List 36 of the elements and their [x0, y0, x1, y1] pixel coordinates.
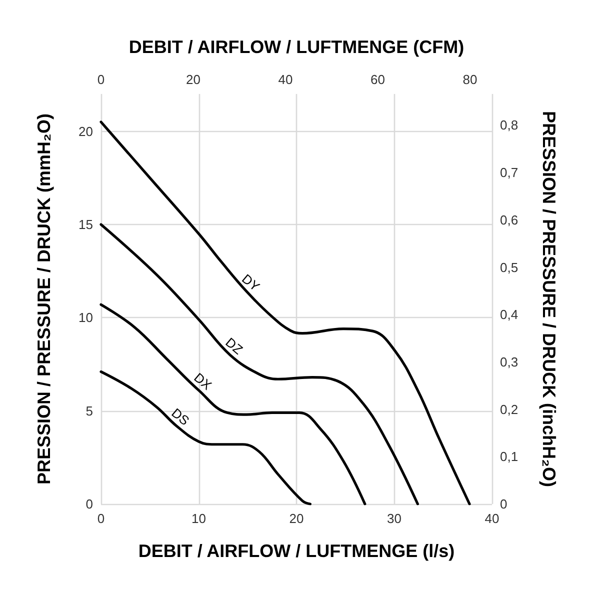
- x2-tick-label: 80: [462, 72, 478, 87]
- y2-tick-label: 0,1: [500, 449, 518, 464]
- x2-tick-label: 20: [186, 72, 200, 87]
- x2-tick-label: 60: [370, 72, 386, 87]
- x2-axis-title: DEBIT / AIRFLOW / LUFTMENGE (CFM): [128, 37, 464, 57]
- y-tick-label: 5: [86, 403, 93, 418]
- x-tick-label: 30: [387, 511, 402, 526]
- line-series: [100, 303, 366, 506]
- text: DY: [239, 271, 263, 294]
- x-axis-title: DEBIT / AIRFLOW / LUFTMENGE (l/s): [138, 541, 455, 561]
- text: DZ: [222, 334, 246, 358]
- y-tick-label: 20: [78, 124, 93, 139]
- x-tick-label: 20: [289, 511, 304, 526]
- y-tick-label: 0: [86, 496, 93, 512]
- y2-axis-title: PRESSION / PRESSURE / DRUCK (inchH₂O): [539, 110, 559, 488]
- x2-tick-label: 40: [278, 72, 293, 87]
- y-tick-label: 10: [78, 310, 93, 326]
- y2-tick-label: 0: [500, 496, 508, 512]
- line-series: [100, 223, 420, 506]
- y-axis-title: PRESSION / PRESSURE / DRUCK (mmH₂O): [34, 113, 54, 485]
- x2-tick-label: 0: [97, 72, 105, 87]
- y-tick-label: 15: [78, 216, 93, 232]
- x-tick-label: 40: [484, 511, 500, 526]
- y2-tick-label: 0,2: [500, 402, 518, 417]
- line-series: [100, 370, 312, 506]
- y2-tick-label: 0,7: [500, 165, 518, 180]
- y2-tick-label: 0,6: [500, 212, 518, 228]
- text: DS: [168, 405, 192, 429]
- y2-tick-label: 0,3: [500, 354, 518, 370]
- x-tick-label: 0: [97, 511, 105, 526]
- y2-tick-label: 0,8: [500, 118, 518, 133]
- text: DX: [191, 370, 215, 394]
- line-series: [100, 120, 471, 506]
- x-tick-label: 10: [192, 511, 206, 526]
- y2-tick-label: 0,5: [500, 260, 518, 275]
- y2-tick-label: 0,4: [500, 307, 518, 322]
